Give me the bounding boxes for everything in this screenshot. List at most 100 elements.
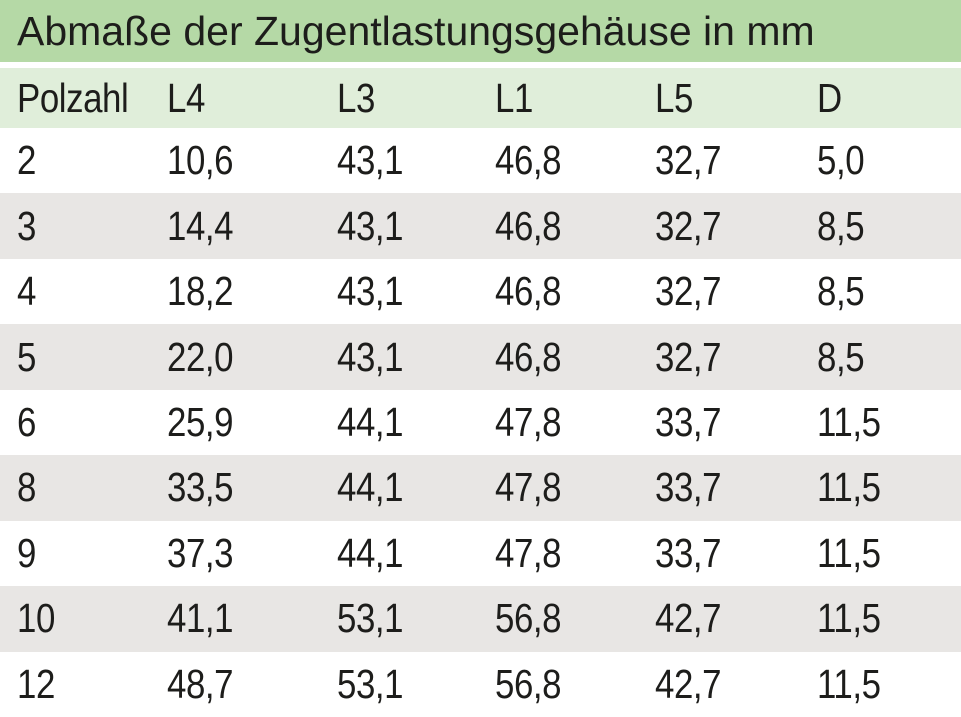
cell-l5: 33,7 xyxy=(638,464,800,511)
table-body: 2 10,6 43,1 46,8 32,7 5,0 3 14,4 43,1 46,8 32,7 8,5… xyxy=(0,128,961,717)
cell-polzahl-text: 2 xyxy=(17,137,36,184)
cell-l4: 48,7 xyxy=(150,661,320,708)
cell-l4-text: 37,3 xyxy=(167,529,234,576)
cell-l3: 43,1 xyxy=(320,203,478,250)
column-header-l4: L4 xyxy=(150,75,320,122)
cell-l4: 18,2 xyxy=(150,268,320,315)
cell-l1-text: 46,8 xyxy=(495,202,562,249)
cell-l4: 41,1 xyxy=(150,595,320,642)
column-header-l4-text: L4 xyxy=(167,74,205,121)
column-header-l1-text: L1 xyxy=(495,74,533,121)
cell-d: 8,5 xyxy=(800,334,961,381)
cell-l1: 47,8 xyxy=(478,530,638,577)
cell-d: 11,5 xyxy=(800,399,961,446)
cell-l5: 42,7 xyxy=(638,595,800,642)
cell-polzahl: 5 xyxy=(0,334,150,381)
cell-l1-text: 56,8 xyxy=(495,595,562,642)
column-header-l3: L3 xyxy=(320,75,478,122)
column-header-l1: L1 xyxy=(478,75,638,122)
cell-l4-text: 22,0 xyxy=(167,333,234,380)
cell-l1: 46,8 xyxy=(478,203,638,250)
cell-l1-text: 46,8 xyxy=(495,137,562,184)
cell-l1: 47,8 xyxy=(478,464,638,511)
cell-l3-text: 43,1 xyxy=(337,268,404,315)
cell-d-text: 8,5 xyxy=(817,268,865,315)
table-row: 9 37,3 44,1 47,8 33,7 11,5 xyxy=(0,520,961,587)
cell-l5: 33,7 xyxy=(638,530,800,577)
cell-l3-text: 43,1 xyxy=(337,333,404,380)
table-row: 5 22,0 43,1 46,8 32,7 8,5 xyxy=(0,324,961,390)
cell-l3-text: 44,1 xyxy=(337,464,404,511)
cell-polzahl-text: 6 xyxy=(17,398,36,445)
cell-polzahl-text: 5 xyxy=(17,333,36,380)
cell-l1-text: 46,8 xyxy=(495,333,562,380)
cell-l4: 25,9 xyxy=(150,399,320,446)
cell-l1: 56,8 xyxy=(478,661,638,708)
cell-l4-text: 18,2 xyxy=(167,268,234,315)
cell-d: 8,5 xyxy=(800,203,961,250)
table-row: 3 14,4 43,1 46,8 32,7 8,5 xyxy=(0,193,961,259)
cell-l1-text: 47,8 xyxy=(495,398,562,445)
cell-polzahl-text: 9 xyxy=(17,529,36,576)
cell-l1: 46,8 xyxy=(478,268,638,315)
cell-l5: 32,7 xyxy=(638,203,800,250)
cell-l1-text: 47,8 xyxy=(495,464,562,511)
cell-l4: 33,5 xyxy=(150,464,320,511)
cell-d-text: 11,5 xyxy=(817,660,881,707)
cell-l3: 53,1 xyxy=(320,595,478,642)
cell-l1: 47,8 xyxy=(478,399,638,446)
cell-l4: 14,4 xyxy=(150,203,320,250)
cell-d: 11,5 xyxy=(800,464,961,511)
cell-l5-text: 32,7 xyxy=(655,137,722,184)
cell-d: 11,5 xyxy=(800,661,961,708)
cell-l4: 37,3 xyxy=(150,530,320,577)
cell-l5: 32,7 xyxy=(638,334,800,381)
cell-l3-text: 53,1 xyxy=(337,595,404,642)
cell-polzahl: 2 xyxy=(0,137,150,184)
column-header-d: D xyxy=(800,75,961,122)
cell-d: 8,5 xyxy=(800,268,961,315)
cell-l5-text: 42,7 xyxy=(655,595,722,642)
cell-polzahl: 6 xyxy=(0,399,150,446)
cell-l5-text: 32,7 xyxy=(655,268,722,315)
cell-d-text: 11,5 xyxy=(817,464,881,511)
cell-l4-text: 41,1 xyxy=(167,595,234,642)
column-header-d-text: D xyxy=(817,74,842,121)
title-divider xyxy=(0,62,961,68)
cell-d-text: 8,5 xyxy=(817,333,865,380)
table-row: 10 41,1 53,1 56,8 42,7 11,5 xyxy=(0,586,961,652)
cell-polzahl-text: 12 xyxy=(17,660,55,707)
cell-l4: 10,6 xyxy=(150,137,320,184)
cell-l3: 53,1 xyxy=(320,661,478,708)
cell-polzahl: 9 xyxy=(0,530,150,577)
cell-l5-text: 32,7 xyxy=(655,202,722,249)
table-row: 4 18,2 43,1 46,8 32,7 8,5 xyxy=(0,258,961,325)
table-title-bar: Abmaße der Zugentlastungsgehäuse in mm xyxy=(0,0,961,62)
cell-l5: 32,7 xyxy=(638,137,800,184)
cell-l3-text: 53,1 xyxy=(337,660,404,707)
cell-l3: 44,1 xyxy=(320,399,478,446)
cell-polzahl: 12 xyxy=(0,661,150,708)
cell-l5-text: 33,7 xyxy=(655,529,722,576)
column-header-polzahl-text: Polzahl xyxy=(17,74,129,121)
cell-l5-text: 33,7 xyxy=(655,398,722,445)
cell-d-text: 11,5 xyxy=(817,529,881,576)
cell-l5: 32,7 xyxy=(638,268,800,315)
cell-l3: 44,1 xyxy=(320,464,478,511)
cell-l1: 56,8 xyxy=(478,595,638,642)
column-header-l5-text: L5 xyxy=(655,74,693,121)
cell-l4-text: 14,4 xyxy=(167,202,234,249)
cell-l4: 22,0 xyxy=(150,334,320,381)
cell-d: 11,5 xyxy=(800,530,961,577)
cell-l1: 46,8 xyxy=(478,137,638,184)
cell-l4-text: 10,6 xyxy=(167,137,234,184)
cell-polzahl: 3 xyxy=(0,203,150,250)
cell-l4-text: 25,9 xyxy=(167,398,234,445)
cell-l3-text: 44,1 xyxy=(337,398,404,445)
cell-d: 11,5 xyxy=(800,595,961,642)
table-row: 2 10,6 43,1 46,8 32,7 5,0 xyxy=(0,128,961,194)
cell-d-text: 5,0 xyxy=(817,137,865,184)
cell-polzahl-text: 8 xyxy=(17,464,36,511)
cell-polzahl-text: 3 xyxy=(17,202,36,249)
